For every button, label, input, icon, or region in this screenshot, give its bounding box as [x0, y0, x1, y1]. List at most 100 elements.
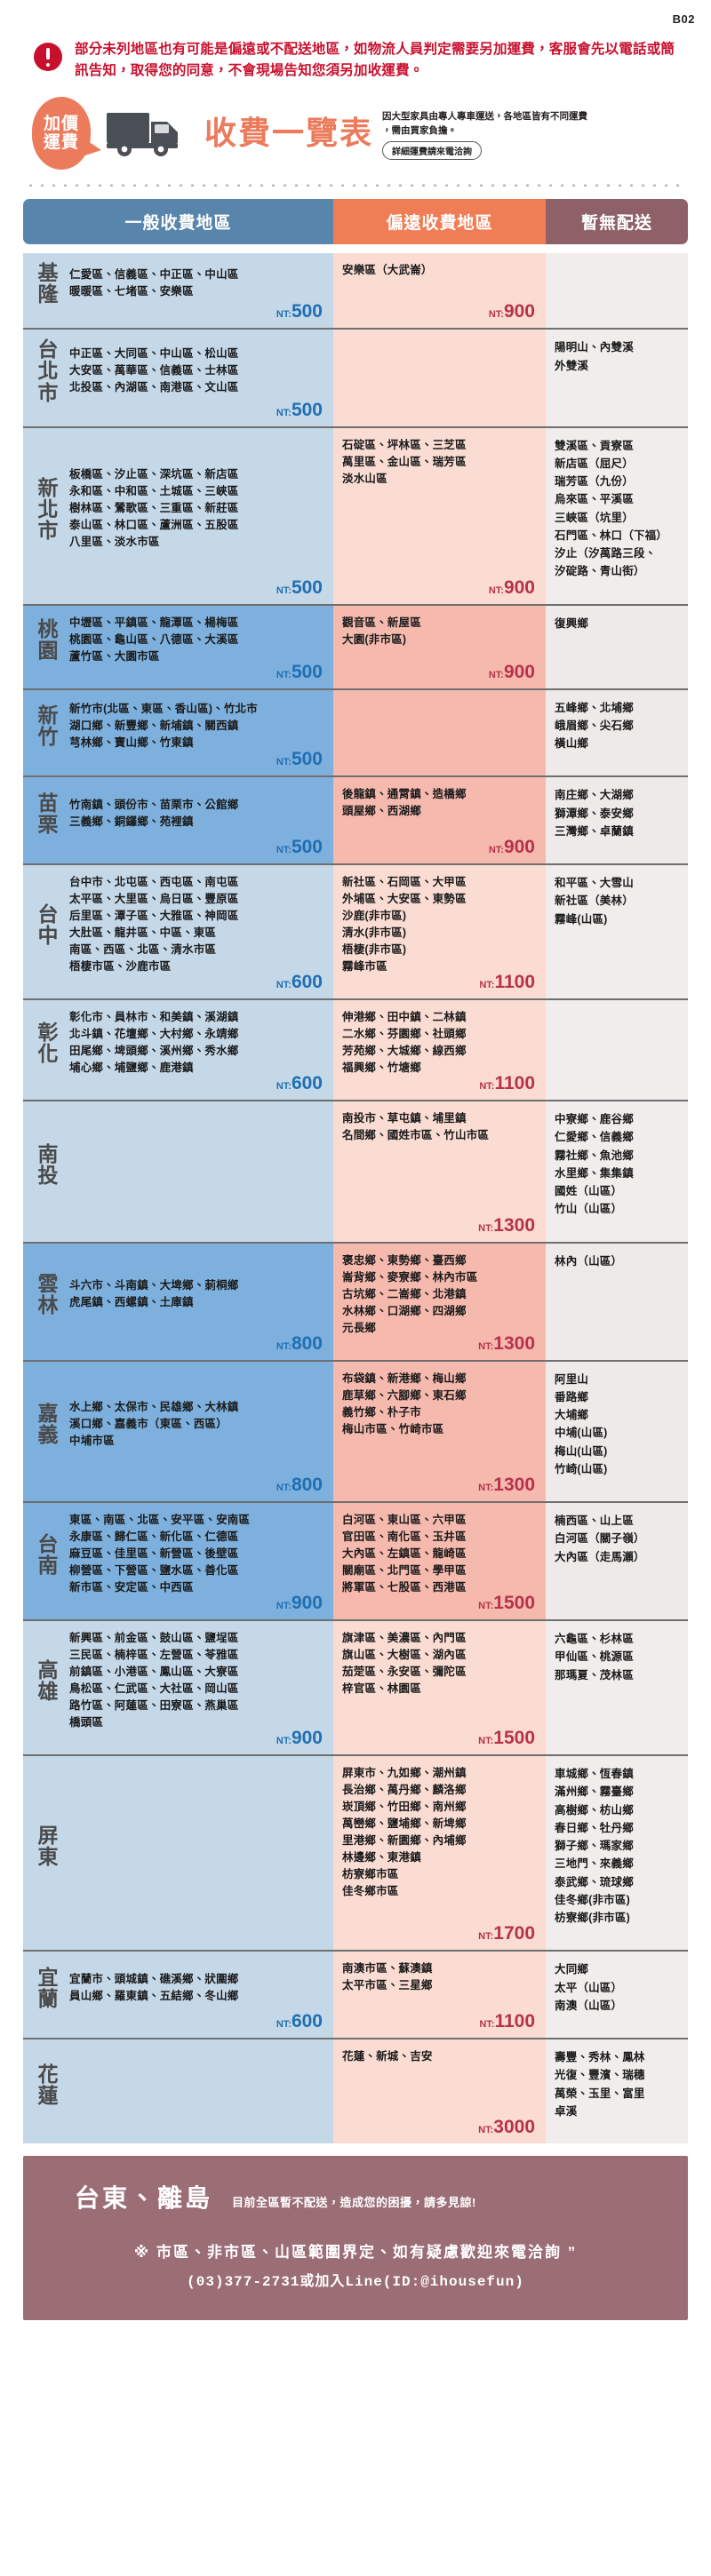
price-value: 1300 — [493, 1475, 535, 1496]
places-none: 雙溪區、貢寮區 新店區（屈尺） 瑞芳區（九份） 烏來區、平溪區 三峽區（坑里） 石門區、林… — [555, 437, 679, 581]
contact-pill[interactable]: 詳細運費請來電洽詢 — [382, 140, 483, 160]
place-line: 太平市區、三星鄉 — [342, 1979, 433, 1992]
place-line: 三峽區（坑里） — [555, 511, 634, 524]
price-prefix: NT: — [276, 669, 292, 680]
price-remote: NT:1500 — [478, 1593, 535, 1614]
places-none: 壽豐、秀林、鳳林 光復、豐濱、瑞穗 萬榮、玉里、富里 卓溪 — [555, 2048, 679, 2120]
place-line: 福興鄉、竹塘鄉 — [342, 1061, 421, 1075]
province-label: 南投 — [37, 1141, 59, 1187]
column-header-normal: 一般收費地區 — [23, 199, 333, 245]
places-remote: 南投市、草屯鎮、埔里鎮 名間鄉、國姓市區、竹山市區 — [342, 1110, 537, 1144]
price-remote: NT:1300 — [478, 1475, 535, 1496]
price-prefix: NT: — [479, 2019, 495, 2031]
cell-normal: 高雄 新興區、前金區、鼓山區、鹽埕區 三民區、楠梓區、左營區、苓雅區 前鎮區、小港區… — [23, 1621, 333, 1755]
places-normal: 台中市、北屯區、西屯區、南屯區 太平區、大里區、烏日區、豐原區 后里區、潭子區、大雅… — [69, 874, 324, 975]
cell-none: 中寮鄉、鹿谷鄉 仁愛鄉、信義鄉 霧社鄉、魚池鄉 水里鄉、集集鎮 國姓（山區） 竹山（山區） — [546, 1101, 688, 1242]
place-line: 瑞芳區（九份） — [555, 475, 634, 489]
place-line: 埔心鄉、埔鹽鄉、鹿港鎮 — [69, 1061, 194, 1075]
place-line: 伸港鄉、田中鎮、二林鎮 — [342, 1011, 467, 1024]
place-line: 路竹區、阿蓮區、田寮區、燕巢區 — [69, 1699, 239, 1713]
price-normal: NT:900 — [276, 1728, 323, 1749]
surcharge-badge: 加價 運費 — [32, 97, 101, 171]
table-row: 彰化 彰化市、員林市、和美鎮、溪湖鎮 北斗鎮、花壇鄉、大村鄉、永靖鄉 田尾鄉、埤頭鄉… — [23, 1000, 688, 1102]
places-remote: 南澳市區、蘇澳鎮 太平市區、三星鄉 — [342, 1960, 537, 1994]
place-line: 枋寮鄉市區 — [342, 1868, 399, 1881]
place-line: 水里鄉、集集鎮 — [555, 1166, 634, 1180]
place-line: 官田區、南化區、玉井區 — [342, 1530, 467, 1544]
place-line: 國姓（山區） — [555, 1185, 623, 1198]
cell-none: 林內（山區） — [546, 1243, 688, 1360]
cell-none: 大同鄉 太平（山區） 南澳（山區） — [546, 1952, 688, 2039]
places-normal: 斗六市、斗南鎮、大埤鄉、莿桐鄉 虎尾鎮、西螺鎮、土庫鎮 — [69, 1252, 324, 1337]
table-row: 嘉義 水上鄉、太保市、民雄鄉、大林鎮 溪口鄉、嘉義市（東區、西區） 中埔市區 NT:… — [23, 1361, 688, 1504]
places-none: 陽明山、內雙溪 外雙溪 — [555, 338, 679, 375]
footer-note-line2: (03)377-2731或加入Line(ID:@ihousefun) — [187, 2274, 524, 2291]
price-prefix: NT: — [478, 1931, 494, 1943]
price-prefix: NT: — [479, 1081, 495, 1093]
price-value: 600 — [291, 972, 323, 993]
price-normal: NT:600 — [276, 972, 323, 993]
price-prefix: NT: — [276, 584, 292, 596]
cell-none: 陽明山、內雙溪 外雙溪 — [546, 330, 688, 426]
cell-normal: 花蓮 — [23, 2039, 333, 2144]
place-line: 那瑪夏、茂林區 — [555, 1668, 634, 1682]
place-line: 外雙溪 — [555, 359, 589, 372]
price-prefix: NT: — [276, 309, 292, 321]
table-row: 高雄 新興區、前金區、鼓山區、鹽埕區 三民區、楠梓區、左營區、苓雅區 前鎮區、小港區… — [23, 1621, 688, 1757]
place-line: 員山鄉、羅東鎮、五結鄉、冬山鄉 — [69, 1989, 239, 2002]
place-line: 田尾鄉、埤頭鄉、溪州鄉、秀水鄉 — [69, 1045, 239, 1058]
province-label: 嘉義 — [37, 1402, 59, 1447]
place-line: 永康區、歸仁區、新化區、仁德區 — [69, 1530, 239, 1544]
places-none: 五峰鄉、北埔鄉 峨眉鄉、尖石鄉 橫山鄉 — [555, 699, 679, 753]
places-none: 中寮鄉、鹿谷鄉 仁愛鄉、信義鄉 霧社鄉、魚池鄉 水里鄉、集集鎮 國姓（山區） 竹山（山區） — [555, 1110, 679, 1219]
price-remote: NT:1100 — [479, 2011, 535, 2032]
price-normal: NT:500 — [276, 301, 323, 322]
price-normal: NT:500 — [276, 749, 323, 770]
price-prefix: NT: — [488, 669, 504, 680]
price-value: 600 — [291, 1073, 323, 1094]
place-line: 太平（山區） — [555, 1981, 623, 1994]
places-normal — [69, 2048, 324, 2120]
place-line: 竹山（山區） — [555, 1203, 623, 1216]
place-line: 梅山(山區) — [555, 1444, 608, 1458]
price-prefix: NT: — [276, 1601, 292, 1612]
place-line: 前鎮區、小港區、鳳山區、大寮區 — [69, 1666, 239, 1679]
cell-none: 六龜區、杉林區 甲仙區、桃源區 那瑪夏、茂林區 — [546, 1621, 688, 1755]
place-line: 中正區、大同區、中山區、松山區 — [69, 347, 239, 361]
place-line: 新店區（屈尺） — [555, 457, 634, 470]
price-prefix: NT: — [276, 1736, 292, 1747]
province-label: 基隆 — [37, 261, 59, 306]
place-line: 長治鄉、萬丹鄉、麟洛鄉 — [342, 1784, 467, 1797]
price-value: 900 — [291, 1728, 323, 1749]
place-line: 湖口鄉、新豐鄉、新埔鎮、關西鎮 — [69, 719, 239, 732]
places-none: 車城鄉、恆春鎮 滿州鄉、霧臺鄉 高樹鄉、枋山鄉 春日鄉、牡丹鄉 獅子鄉、瑪家鄉 三地門、來… — [555, 1765, 679, 1927]
place-line: 新竹市(北區、東區、香山區)、竹北市 — [69, 702, 258, 715]
place-line: 麻豆區、佳里區、新營區、後壁區 — [69, 1547, 239, 1561]
province-label: 台北市 — [37, 338, 59, 404]
price-value: 900 — [503, 661, 535, 682]
places-none: 阿里山 番路鄉 大埔鄉 中埔(山區) 梅山(山區) 竹崎(山區) — [555, 1371, 679, 1479]
place-line: 梧棲市區、沙鹿市區 — [69, 960, 172, 974]
place-line: 大埔鄉 — [555, 1409, 589, 1422]
surcharge-badge-line2: 運費 — [43, 133, 79, 153]
place-line: 元長鄉 — [342, 1321, 377, 1334]
price-normal: NT:800 — [276, 1333, 323, 1355]
table-row: 苗栗 竹南鎮、頭份市、苗栗市、公館鄉 三義鄉、銅鑼鄉、苑裡鎮 NT:500 後龍鎮… — [23, 777, 688, 866]
place-line: 獅子鄉、瑪家鄉 — [555, 1840, 634, 1853]
place-line: 枋寮鄉(非市區) — [555, 1912, 630, 1925]
place-line: 三灣鄉、卓蘭鎮 — [555, 824, 634, 838]
cell-remote: 南投市、草屯鎮、埔里鎮 名間鄉、國姓市區、竹山市區 NT:1300 — [333, 1101, 546, 1242]
price-value: 900 — [503, 837, 535, 858]
province-label: 高雄 — [37, 1658, 59, 1704]
cell-none: 五峰鄉、北埔鄉 峨眉鄉、尖石鄉 橫山鄉 — [546, 689, 688, 776]
place-line: 卓溪 — [555, 2104, 578, 2118]
cell-normal: 新竹 新竹市(北區、東區、香山區)、竹北市 湖口鄉、新豐鄉、新埔鎮、關西鎮 芎林鄉、… — [23, 689, 333, 776]
places-none: 南庄鄉、大湖鄉 獅潭鄉、泰安鄉 三灣鄉、卓蘭鎮 — [555, 786, 679, 840]
place-line: 南區、西區、北區、清水市區 — [69, 943, 217, 957]
place-line: 復興鄉 — [555, 616, 589, 630]
place-line: 南投市、草屯鎮、埔里鎮 — [342, 1112, 467, 1125]
table-row: 花蓮 花蓮、新城、吉安 NT:3000 壽豐、秀林、鳳林 光復、豐濱、瑞穗 萬榮、玉… — [23, 2039, 688, 2144]
place-line: 五峰鄉、北埔鄉 — [555, 701, 634, 714]
price-normal: NT:500 — [276, 400, 323, 421]
place-line: 安樂區（大武崙） — [342, 264, 433, 277]
